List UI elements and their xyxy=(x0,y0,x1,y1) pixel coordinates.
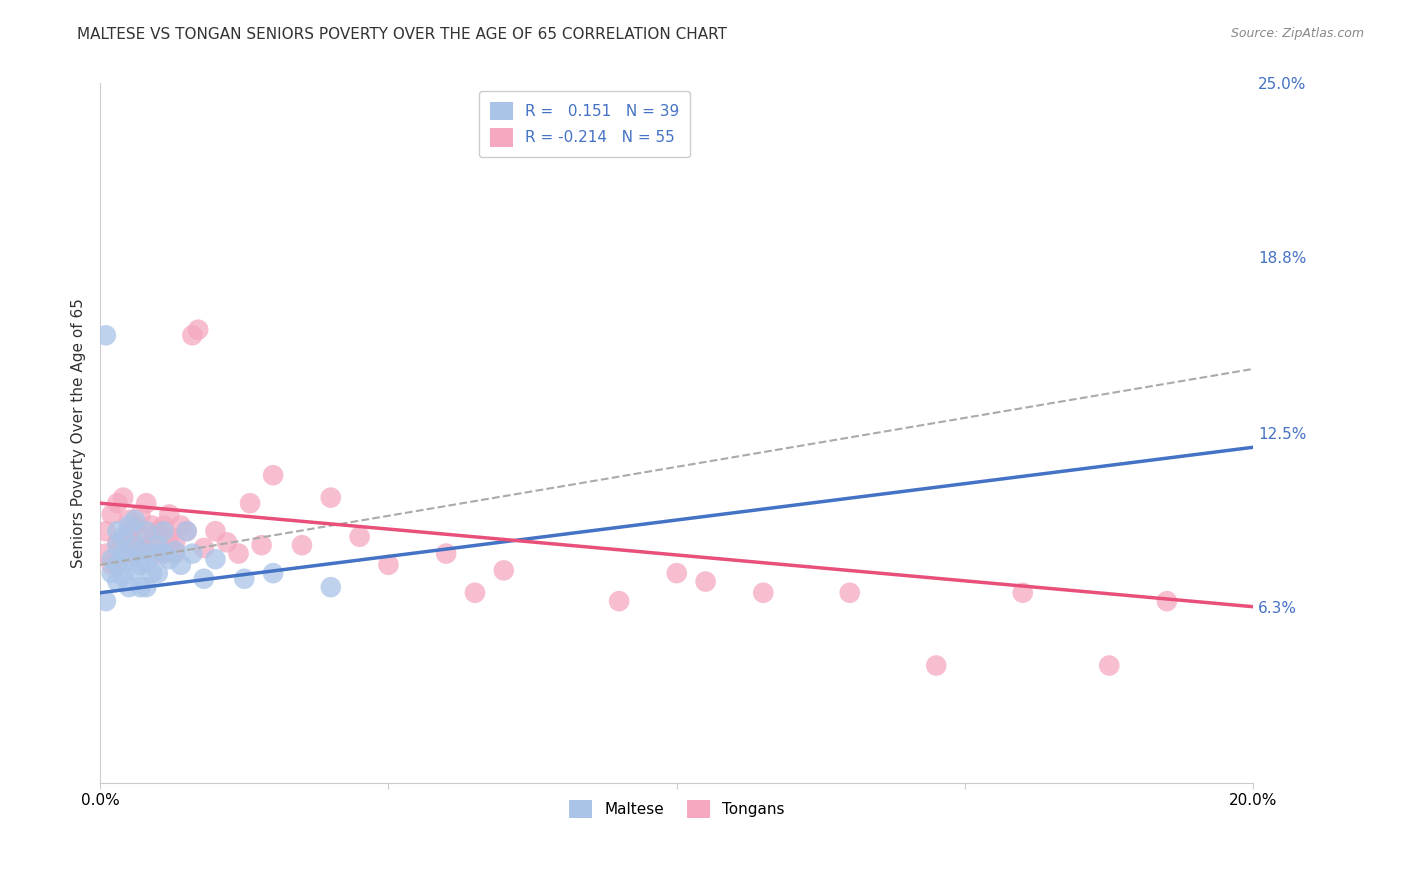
Point xyxy=(129,543,152,558)
Point xyxy=(215,535,238,549)
Point xyxy=(141,518,163,533)
Point xyxy=(434,547,457,561)
Point xyxy=(129,580,152,594)
Point xyxy=(152,547,174,561)
Point xyxy=(157,552,180,566)
Point xyxy=(129,558,152,572)
Point xyxy=(118,518,141,533)
Point xyxy=(135,555,157,569)
Point xyxy=(925,658,948,673)
Point xyxy=(152,547,174,561)
Point xyxy=(165,535,187,549)
Point xyxy=(118,580,141,594)
Point xyxy=(135,524,157,538)
Point xyxy=(94,524,117,538)
Point xyxy=(665,566,688,581)
Point xyxy=(94,547,117,561)
Point xyxy=(100,566,122,581)
Point xyxy=(377,558,399,572)
Point xyxy=(157,508,180,522)
Point xyxy=(165,543,187,558)
Point xyxy=(94,328,117,343)
Point xyxy=(319,580,342,594)
Point xyxy=(838,586,860,600)
Point xyxy=(124,538,146,552)
Point xyxy=(262,468,284,483)
Point xyxy=(146,524,169,538)
Point xyxy=(170,558,193,572)
Point xyxy=(112,530,135,544)
Point xyxy=(118,524,141,538)
Point xyxy=(176,524,198,538)
Point xyxy=(319,491,342,505)
Point xyxy=(118,547,141,561)
Point xyxy=(695,574,717,589)
Point xyxy=(118,552,141,566)
Point xyxy=(152,518,174,533)
Point xyxy=(193,572,215,586)
Point xyxy=(1011,586,1033,600)
Point xyxy=(107,524,129,538)
Y-axis label: Seniors Poverty Over the Age of 65: Seniors Poverty Over the Age of 65 xyxy=(72,298,86,568)
Point xyxy=(146,538,169,552)
Point xyxy=(146,547,169,561)
Point xyxy=(1156,594,1178,608)
Point xyxy=(94,594,117,608)
Point xyxy=(124,538,146,552)
Point xyxy=(239,496,262,510)
Point xyxy=(464,586,486,600)
Point xyxy=(124,518,146,533)
Text: Source: ZipAtlas.com: Source: ZipAtlas.com xyxy=(1230,27,1364,40)
Point xyxy=(752,586,775,600)
Point xyxy=(135,541,157,555)
Point xyxy=(112,547,135,561)
Point xyxy=(181,328,204,343)
Point xyxy=(146,566,169,581)
Point xyxy=(291,538,314,552)
Point xyxy=(107,558,129,572)
Legend: Maltese, Tongans: Maltese, Tongans xyxy=(562,794,790,824)
Point xyxy=(1098,658,1121,673)
Text: MALTESE VS TONGAN SENIORS POVERTY OVER THE AGE OF 65 CORRELATION CHART: MALTESE VS TONGAN SENIORS POVERTY OVER T… xyxy=(77,27,727,42)
Point xyxy=(165,547,187,561)
Point xyxy=(124,513,146,527)
Point xyxy=(607,594,630,608)
Point xyxy=(100,558,122,572)
Point xyxy=(193,541,215,555)
Point xyxy=(107,496,129,510)
Point xyxy=(124,563,146,577)
Point xyxy=(107,535,129,549)
Point xyxy=(250,538,273,552)
Point xyxy=(349,530,371,544)
Point xyxy=(100,552,122,566)
Point xyxy=(135,580,157,594)
Point xyxy=(118,513,141,527)
Point xyxy=(233,572,256,586)
Point xyxy=(187,323,209,337)
Point xyxy=(112,535,135,549)
Point xyxy=(204,552,226,566)
Point xyxy=(181,547,204,561)
Point xyxy=(228,547,250,561)
Point xyxy=(129,508,152,522)
Point xyxy=(492,563,515,577)
Point xyxy=(152,524,174,538)
Point xyxy=(141,547,163,561)
Point xyxy=(112,569,135,583)
Point xyxy=(129,530,152,544)
Point xyxy=(141,566,163,581)
Point xyxy=(107,574,129,589)
Point xyxy=(157,530,180,544)
Point xyxy=(107,538,129,552)
Point xyxy=(112,491,135,505)
Point xyxy=(204,524,226,538)
Point xyxy=(262,566,284,581)
Point xyxy=(170,518,193,533)
Point xyxy=(100,508,122,522)
Point xyxy=(141,535,163,549)
Point xyxy=(176,524,198,538)
Point xyxy=(107,558,129,572)
Point xyxy=(135,496,157,510)
